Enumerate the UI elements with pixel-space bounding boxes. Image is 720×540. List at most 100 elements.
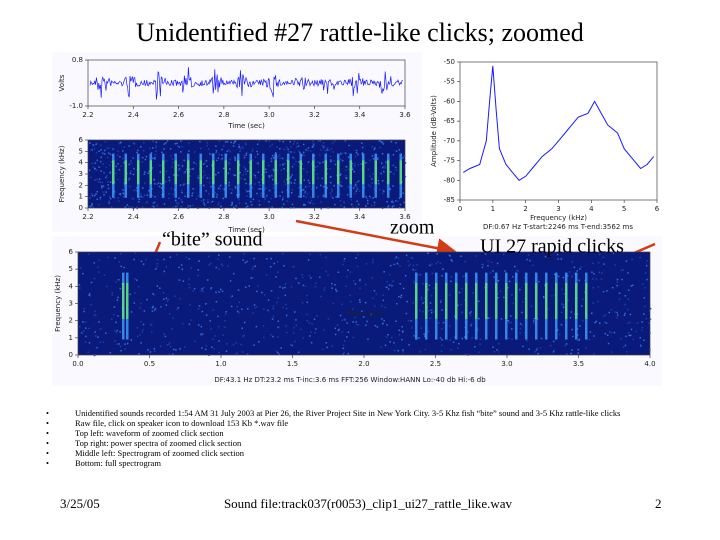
spectrogram-speck [140,193,142,196]
spectrogram-image [78,252,652,357]
spectrogram-speck [624,312,626,315]
spectrogram-speck [402,287,405,290]
spectrogram-speck [220,205,222,208]
spectrogram-speck [152,202,154,205]
spectrogram-speck [295,324,298,326]
x-tick-label: 2.4 [128,213,140,221]
spectrogram-speck [128,145,130,147]
spectrogram-speck [521,324,523,326]
y-tick-label: 5 [69,265,73,273]
spectrogram-speck [420,298,423,301]
spectrogram-speck [143,310,146,312]
spectrogram-speck [245,173,247,176]
spectrogram-speck [377,179,380,182]
x-tick-label: 2.8 [218,213,229,221]
spectrogram-speck [305,196,307,198]
spectrogram-speck [270,334,272,336]
spectrogram-speck [194,340,196,343]
spectrogram-speck [124,348,126,350]
spectrogram-speck [373,204,376,206]
spectrogram-speck [267,309,269,312]
spectrogram-speck [431,309,433,312]
spectrogram-speck [289,141,291,143]
spectrogram-speck [175,349,177,351]
spectrogram-speck [287,148,289,151]
spectrogram-speck [383,190,385,193]
spectrogram-speck [639,336,641,339]
spectrogram-speck [350,203,353,206]
spectrogram-speck [272,305,275,308]
spectrogram-speck [110,161,113,163]
spectrogram-speck [126,204,128,206]
spectrogram-speck [238,301,241,304]
spectrogram-speck [306,294,308,297]
x-tick-label: 3.4 [354,213,366,221]
spectrogram-speck [421,310,424,313]
spectrogram-speck [155,150,157,152]
spectrogram-speck [165,304,168,306]
spectrogram-speck [118,343,120,345]
spectrogram-speck [313,318,316,320]
spectrogram-speck [325,270,327,273]
spectrogram-speck [239,148,242,150]
spectrogram-speck [254,265,257,267]
spectrogram-speck [352,336,355,339]
spectrogram-speck [200,147,202,150]
spectrogram-speck [94,331,96,333]
footer-date: 3/25/05 [60,496,100,511]
spectrogram-speck [563,293,566,295]
spectrogram-speck [514,265,516,268]
spectrogram-speck [272,184,275,186]
spectrogram-speck [382,294,384,297]
spectrogram-speck [206,144,209,147]
spectrogram-speck [135,279,138,281]
spectrogram-speck [582,319,584,322]
spectrogram-speck [387,288,390,290]
spectrogram-speck [404,175,407,178]
spectrogram-speck [430,311,433,314]
spectrogram-speck [188,175,191,177]
spectrogram-speck [625,351,628,353]
spectrogram-speck [222,145,225,147]
spectrogram-speck [561,302,563,305]
spectrogram-speck [342,263,344,266]
spectrogram-speck [578,279,581,282]
spectrogram-speck [308,185,311,188]
spectrogram-speck [151,310,154,312]
spectrogram-speck [159,171,162,173]
spectrogram-speck [280,169,283,171]
spectrogram-speck [263,294,266,296]
spectrogram-click [555,282,558,319]
spectrogram-speck [93,147,96,150]
spectrogram-speck [187,206,190,208]
spectrogram-speck [293,182,296,184]
spectrogram-speck [91,204,93,207]
spectrogram-speck [265,187,267,189]
spectrogram-speck [161,187,163,189]
spectrogram-speck [257,285,259,287]
spectrogram-speck [251,159,254,161]
spectrogram-speck [252,266,255,268]
spectrogram-speck [89,169,91,172]
x-tick-label: 2 [523,205,527,213]
spectrogram-speck [484,253,487,255]
spectrogram-speck [346,336,348,338]
spectrogram-speck [190,267,192,269]
spectrogram-speck [242,147,244,149]
y-tick-label: -75 [444,157,455,165]
x-axis-label: Time (sec) [227,226,265,234]
spectrogram-speck [132,197,135,200]
spectrogram-speck [202,199,205,201]
spectrogram-speck [197,175,199,177]
spectrogram-speck [349,294,351,297]
spectrogram-speck [119,155,121,158]
spectrogram-speck [244,170,247,173]
spectrogram-speck [391,336,393,339]
spectrogram-speck [295,277,297,280]
spectrogram-speck [161,151,163,154]
spectrogram-click [262,160,265,185]
spectrogram-speck [230,192,233,194]
spectrogram-speck [571,261,573,263]
spectrogram-speck [178,146,180,148]
spectrogram-speck [271,318,274,320]
